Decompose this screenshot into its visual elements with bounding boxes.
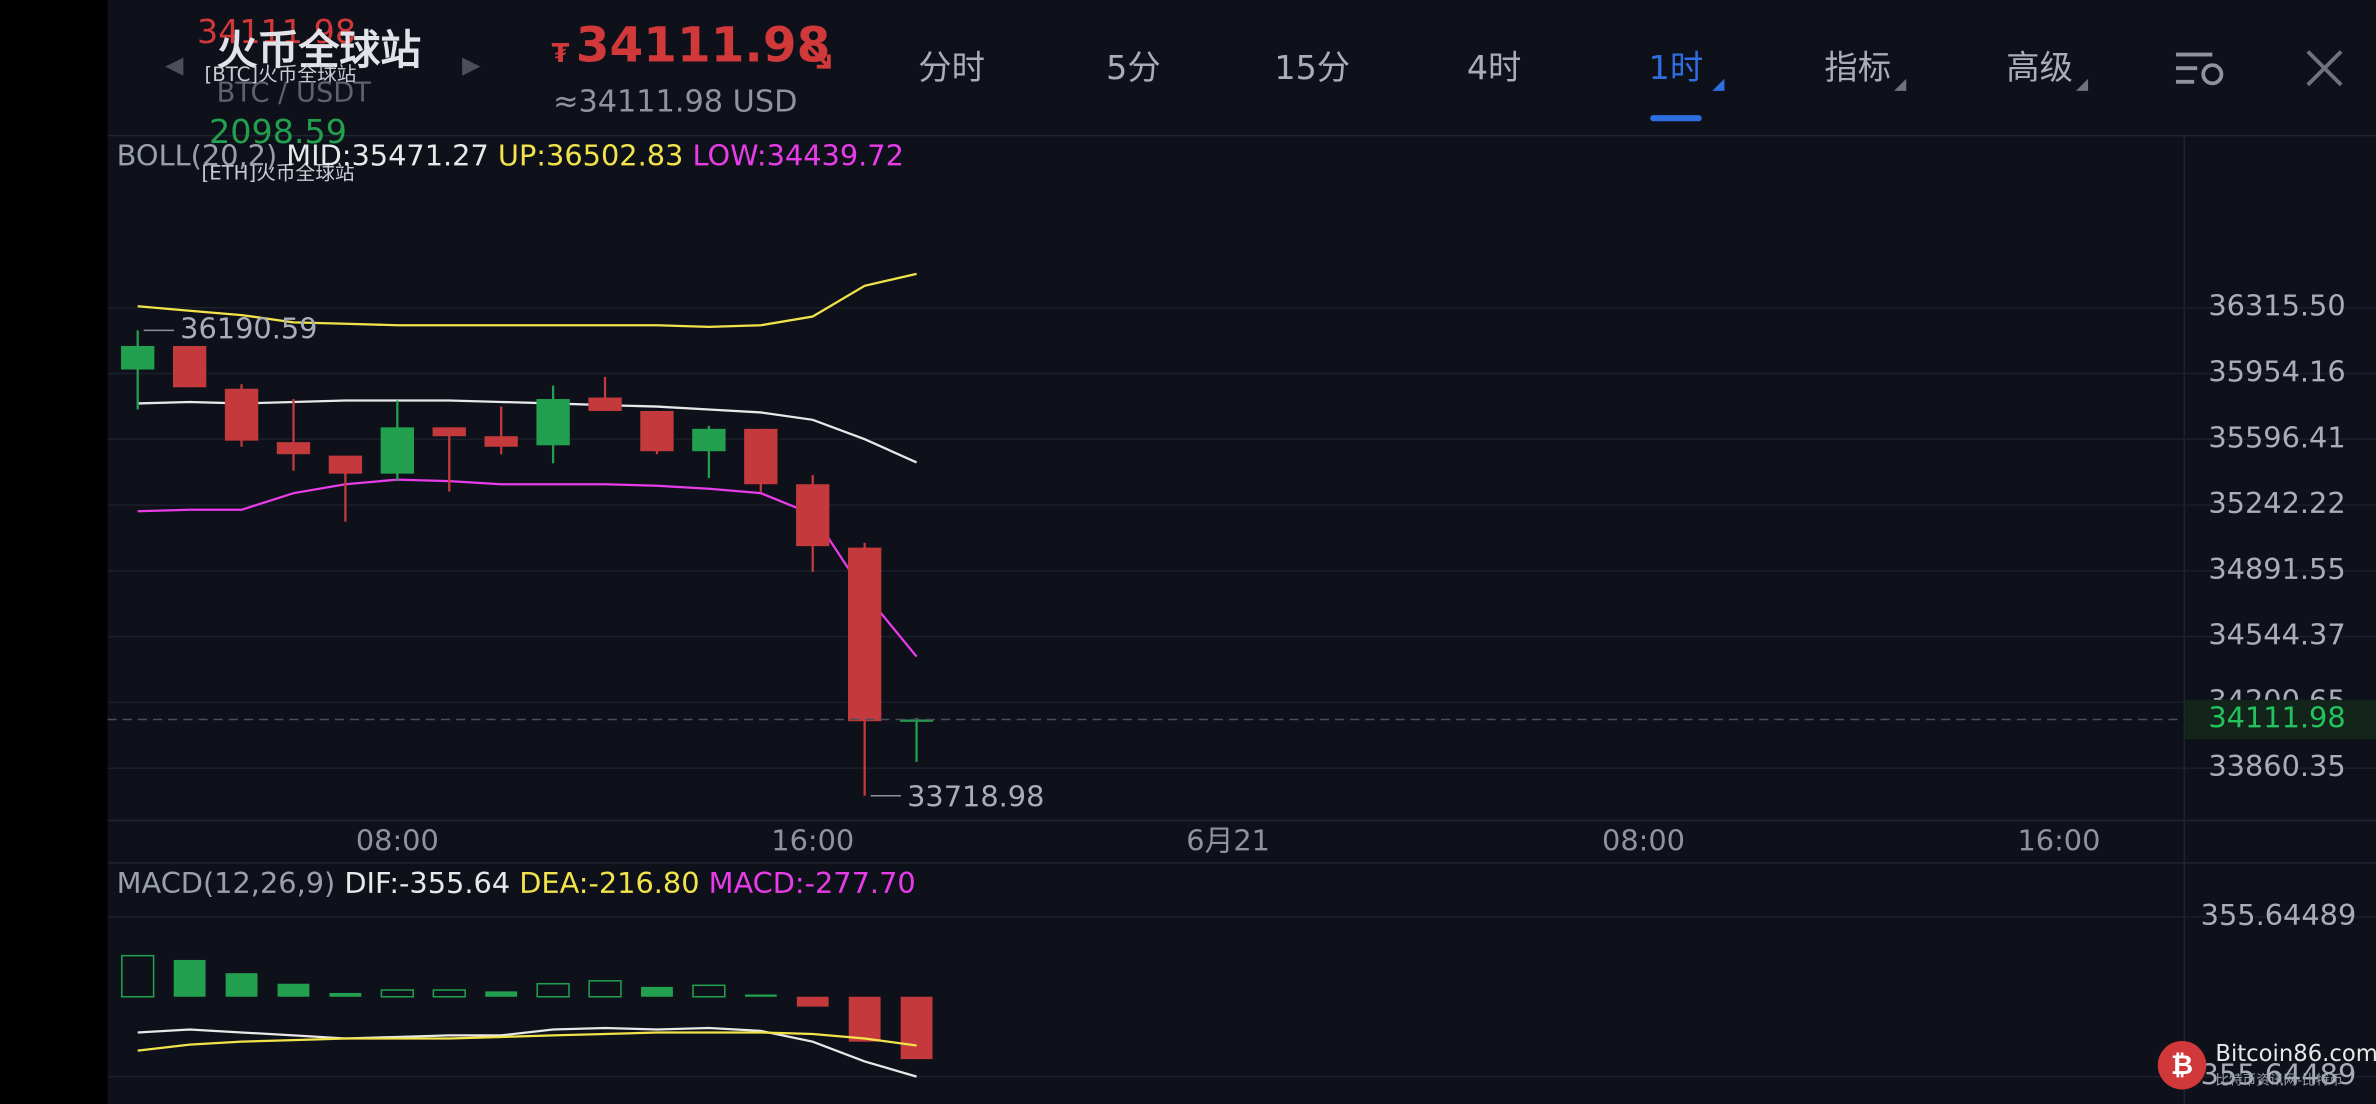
macd-bar <box>536 982 570 998</box>
tab[interactable]: 分时 <box>918 48 985 87</box>
indicator-legend: UP:36502.83 <box>498 139 683 173</box>
macd-bar <box>692 984 726 998</box>
indicator-line <box>137 1031 917 1052</box>
y-tick-label: 355.64489 <box>2201 898 2357 932</box>
tab-indicator <box>1650 115 1702 122</box>
indicator-line <box>137 478 918 658</box>
candle-body <box>536 399 570 446</box>
settings-icon[interactable] <box>2175 52 2224 86</box>
trend-arrow <box>803 41 831 69</box>
x-tick-label: 16:00 <box>2017 823 2100 857</box>
indicator-legend: BOLL(20,2) <box>117 139 278 173</box>
macd-bar <box>380 989 414 998</box>
tab[interactable]: 1时 <box>1649 48 1704 87</box>
candle-body <box>847 547 882 722</box>
exchange-name[interactable]: 火币全球站 <box>217 26 422 74</box>
macd-bar <box>900 996 933 1060</box>
macd-bar <box>277 983 310 997</box>
macd-bar <box>848 996 881 1042</box>
macd-bar <box>121 954 155 998</box>
candle-body <box>796 484 830 547</box>
tab-caret <box>1712 78 1725 91</box>
tab[interactable]: 15分 <box>1274 48 1350 87</box>
screen-bg <box>107 0 2376 1104</box>
interval-tabs: 分时 5分 15分 4时 1时 指标 高级 <box>918 48 2089 122</box>
price-tag-label: 34111.98 <box>2208 700 2345 734</box>
y-tick-label: 34544.37 <box>2208 618 2345 652</box>
tab[interactable]: 4时 <box>1467 48 1522 87</box>
watermark-logo-glyph: ₿ <box>2171 1050 2193 1081</box>
indicator-line <box>137 399 918 464</box>
y-tick-label: 33860.35 <box>2208 749 2345 783</box>
y-tick-label: -355.64489 <box>2190 1058 2356 1092</box>
left-bezel <box>0 0 108 1104</box>
price-tag <box>2185 699 2376 740</box>
candle-body <box>484 436 518 447</box>
usd-price: ≈34111.98 USD <box>553 85 797 120</box>
candle-body <box>276 442 311 455</box>
x-tick-label: 6月21 <box>1186 823 1270 857</box>
candle-body <box>172 345 207 388</box>
indicator-legend: LOW:34439.72 <box>692 139 903 173</box>
close-button[interactable] <box>2306 50 2343 87</box>
macd-bar <box>485 991 518 997</box>
candle-body <box>224 388 259 441</box>
macd-bar <box>588 980 622 998</box>
y-tick-label: 34891.55 <box>2208 552 2345 586</box>
charts: 36315.50 35954.16 35596.41 35242.22 34891.55… <box>107 139 2376 1092</box>
x-tick-label: 16:00 <box>771 823 854 857</box>
indicator-line <box>137 1026 917 1078</box>
watermark-site: Bitcoin86.com <box>2215 1041 2376 1067</box>
macd-bar <box>641 986 673 997</box>
candle-body <box>692 428 726 452</box>
candle-body <box>380 427 414 474</box>
macd-bar <box>225 973 258 997</box>
next-arrow[interactable] <box>462 57 481 76</box>
macd-bar <box>796 996 829 1007</box>
x-tick-label: 08:00 <box>356 823 439 857</box>
indicator-legend: MACD:-277.70 <box>709 866 916 900</box>
price-symbol: ₮ <box>552 39 570 69</box>
candle-body <box>328 455 363 474</box>
x-tick-label: 08:00 <box>1602 823 1685 857</box>
y-tick-label: 35242.22 <box>2208 486 2345 520</box>
low-label: 33718.98 <box>907 780 1044 814</box>
candle-body <box>744 428 778 485</box>
pair: BTC / USDT <box>217 77 372 108</box>
prev-arrow[interactable] <box>165 57 184 76</box>
tab[interactable]: 5分 <box>1106 48 1161 87</box>
y-tick-label: 36315.50 <box>2208 289 2345 323</box>
last-price: 34111.98 <box>576 17 831 73</box>
high-label: 36190.59 <box>180 311 317 345</box>
indicator-legend: MID:35471.27 <box>286 139 489 173</box>
ghost-eth-price: 2098.59 <box>209 112 347 151</box>
indicator-line <box>137 272 917 329</box>
watermark-logo <box>2157 1040 2207 1090</box>
candle-body <box>121 345 155 370</box>
ghost-eth-source: [ETH]火币全球站 <box>202 162 355 185</box>
macd-bar <box>744 994 777 997</box>
tab-caret <box>1894 78 1907 91</box>
indicator-legend: MACD(12,26,9) <box>117 866 336 900</box>
candle-body <box>899 719 934 722</box>
candle-body <box>432 427 466 437</box>
macd-bar <box>173 959 206 997</box>
tab-caret <box>2075 78 2089 91</box>
y-tick-label: 35954.16 <box>2208 355 2345 389</box>
macd-bar <box>329 992 362 997</box>
y-tick-label: 35596.41 <box>2208 420 2345 454</box>
tab[interactable]: 高级 <box>2006 48 2073 87</box>
watermark-tagline: 比特币资讯网-比特币 <box>2215 1072 2343 1088</box>
ghost-source: [BTC]火币全球站 <box>205 63 357 86</box>
indicator-legend: DIF:-355.64 <box>344 866 510 900</box>
macd-bar <box>432 989 466 998</box>
tab[interactable]: 指标 <box>1824 48 1891 87</box>
indicator-legend: DEA:-216.80 <box>519 866 699 900</box>
candle-body <box>588 397 622 411</box>
candle-body <box>640 410 674 452</box>
ghost-price: 34111.98 <box>197 12 356 51</box>
